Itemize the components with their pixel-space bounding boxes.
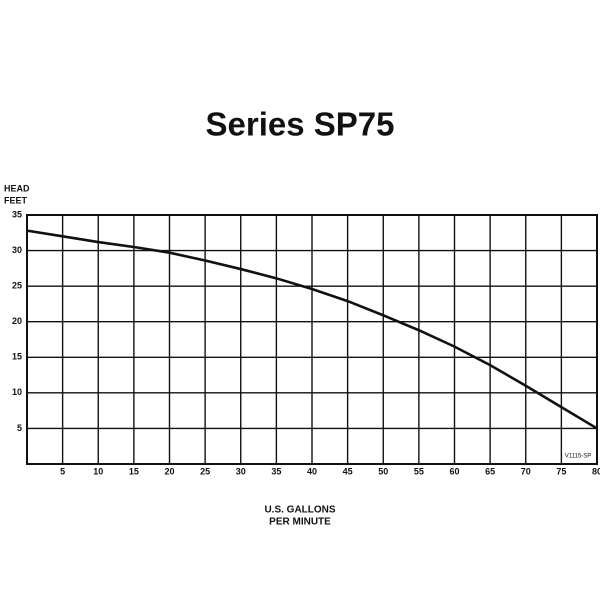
y-tick-label: 10 xyxy=(12,387,22,397)
x-tick-label: 65 xyxy=(485,466,495,476)
x-tick-label: 5 xyxy=(60,466,65,476)
y-tick-label: 35 xyxy=(12,209,22,219)
x-tick-label: 30 xyxy=(236,466,246,476)
y-tick-label: 5 xyxy=(17,423,22,433)
y-tick-label: 25 xyxy=(12,281,22,291)
x-tick-label: 40 xyxy=(307,466,317,476)
curve xyxy=(26,229,598,430)
x-tick-label: 60 xyxy=(449,466,459,476)
y-tick-label: 30 xyxy=(12,245,22,255)
x-axis-label: U.S. GALLONS xyxy=(264,505,335,516)
x-tick-label: 15 xyxy=(129,466,139,476)
x-tick-label: 80 xyxy=(592,466,600,476)
x-tick-label: 55 xyxy=(414,466,424,476)
chart-title: Series SP75 xyxy=(206,106,395,143)
x-tick-label: 35 xyxy=(271,466,281,476)
y-axis-label: HEAD xyxy=(4,183,30,193)
annotation: V1115-SP xyxy=(565,454,591,460)
x-tick-label: 10 xyxy=(93,466,103,476)
x-tick-label: 75 xyxy=(556,466,566,476)
y-tick-label: 15 xyxy=(12,352,22,362)
x-tick-label: 50 xyxy=(378,466,388,476)
x-tick-label: 45 xyxy=(343,466,353,476)
x-axis-label: PER MINUTE xyxy=(269,517,331,528)
x-tick-label: 20 xyxy=(164,466,174,476)
y-axis-label: FEET xyxy=(4,195,28,205)
y-tick-label: 20 xyxy=(12,316,22,326)
x-tick-label: 25 xyxy=(200,466,210,476)
x-tick-label: 70 xyxy=(521,466,531,476)
